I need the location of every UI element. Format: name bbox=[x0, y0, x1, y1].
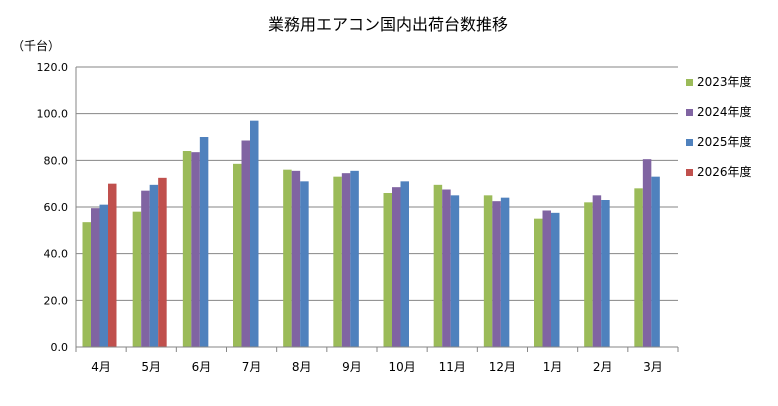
bar bbox=[149, 184, 159, 347]
legend-label: 2025年度 bbox=[697, 134, 752, 149]
bar bbox=[651, 176, 660, 347]
bars bbox=[82, 120, 660, 348]
y-tick-label: 100.0 bbox=[37, 108, 69, 121]
bar bbox=[442, 189, 451, 347]
bar bbox=[132, 211, 142, 347]
gridlines bbox=[76, 66, 678, 301]
y-tick-label: 120.0 bbox=[37, 61, 69, 74]
bar bbox=[158, 177, 167, 347]
bar bbox=[191, 152, 200, 347]
bar bbox=[500, 197, 510, 347]
bar bbox=[300, 181, 309, 347]
bar bbox=[601, 200, 610, 347]
bar bbox=[291, 170, 301, 347]
x-tick-label: 12月 bbox=[489, 360, 516, 374]
legend-label: 2024年度 bbox=[697, 104, 752, 119]
bar bbox=[483, 195, 493, 347]
x-tick-label: 2月 bbox=[593, 360, 613, 374]
bar bbox=[141, 190, 150, 347]
chart-title: 業務用エアコン国内出荷台数推移 bbox=[268, 15, 508, 34]
bar bbox=[82, 222, 91, 347]
x-tick-labels: 4月 5月 6月 7月 8月 9月 10月 11月 12月 1月 2月 3月 bbox=[91, 360, 662, 374]
x-tick-label: 4月 bbox=[91, 360, 111, 374]
bar bbox=[634, 188, 643, 347]
x-tick-label: 6月 bbox=[192, 360, 212, 374]
y-tick-label: 20.0 bbox=[44, 294, 69, 307]
x-tick-label: 8月 bbox=[292, 360, 312, 374]
x-tick-label: 10月 bbox=[388, 360, 415, 374]
bar bbox=[534, 218, 543, 347]
y-tick-labels: 0.0 20.0 40.0 60.0 80.0 100.0 120.0 bbox=[37, 61, 69, 354]
x-tick-label: 9月 bbox=[342, 360, 362, 374]
bar bbox=[199, 137, 209, 347]
legend-label: 2023年度 bbox=[697, 74, 752, 89]
bar bbox=[383, 193, 392, 347]
legend: 2023年度 2024年度 2025年度 2026年度 bbox=[686, 74, 752, 179]
bar bbox=[492, 201, 501, 347]
bar bbox=[551, 212, 560, 347]
bar bbox=[642, 159, 652, 347]
bar bbox=[250, 120, 259, 348]
x-tick-label: 7月 bbox=[242, 360, 262, 374]
y-tick-label: 0.0 bbox=[51, 341, 69, 354]
legend-swatch bbox=[686, 169, 693, 176]
bar bbox=[542, 210, 551, 347]
bar bbox=[341, 173, 351, 347]
bar bbox=[433, 184, 443, 347]
x-tick-label: 1月 bbox=[543, 360, 563, 374]
bar bbox=[450, 195, 460, 347]
bar bbox=[592, 195, 602, 347]
bar bbox=[233, 163, 242, 347]
bar bbox=[392, 187, 401, 347]
bar bbox=[91, 208, 100, 347]
bar bbox=[108, 183, 117, 347]
legend-swatch bbox=[686, 79, 693, 86]
legend-swatch bbox=[686, 139, 693, 146]
bar bbox=[400, 181, 409, 347]
axes bbox=[75, 67, 679, 352]
legend-label: 2026年度 bbox=[697, 164, 752, 179]
bar bbox=[333, 176, 342, 347]
y-tick-label: 80.0 bbox=[44, 154, 69, 167]
bar bbox=[241, 140, 250, 347]
x-tick-label: 3月 bbox=[643, 360, 663, 374]
bar bbox=[584, 202, 593, 347]
bar bbox=[182, 151, 192, 347]
x-tick-label: 11月 bbox=[439, 360, 466, 374]
bar bbox=[99, 204, 108, 347]
y-tick-label: 60.0 bbox=[44, 201, 69, 214]
y-axis-unit-label: （千台） bbox=[12, 38, 60, 53]
y-tick-label: 40.0 bbox=[44, 248, 69, 261]
x-tick-label: 5月 bbox=[141, 360, 161, 374]
bar bbox=[350, 170, 359, 347]
legend-swatch bbox=[686, 109, 693, 116]
bar bbox=[283, 169, 292, 347]
